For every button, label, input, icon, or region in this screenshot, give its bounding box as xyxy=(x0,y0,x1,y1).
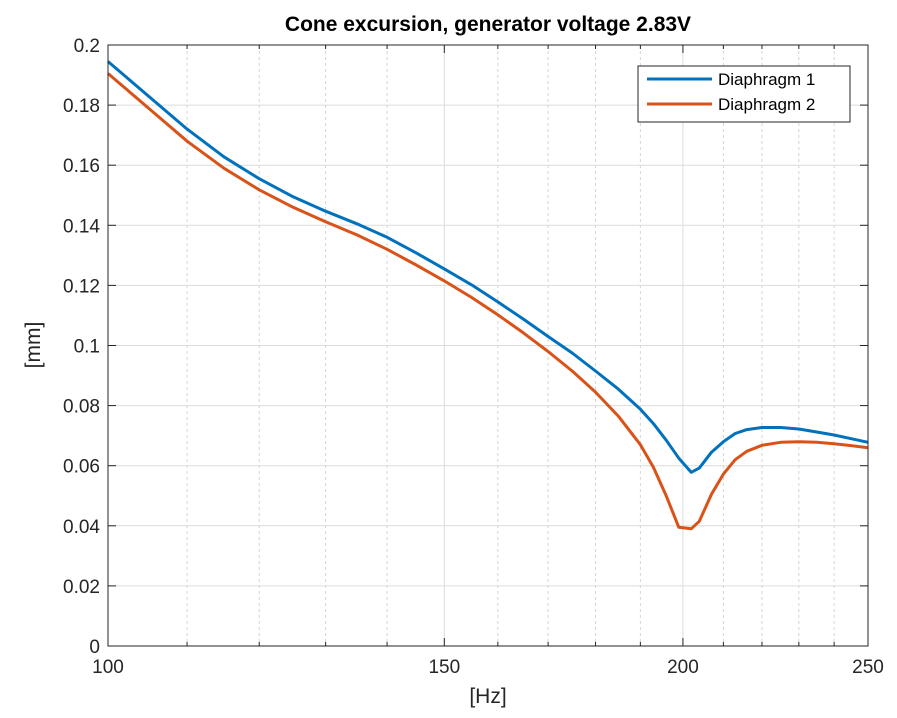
legend: Diaphragm 1 Diaphragm 2 xyxy=(637,65,851,123)
legend-label-diaphragm-2: Diaphragm 2 xyxy=(718,95,815,114)
y-tick-label: 0.14 xyxy=(63,216,100,237)
x-tick-label: 200 xyxy=(667,657,699,678)
chart-title: Cone excursion, generator voltage 2.83V xyxy=(285,13,691,36)
y-tick-label: 0.18 xyxy=(63,96,100,117)
y-tick-label: 0 xyxy=(89,637,100,658)
x-tick-label: 150 xyxy=(428,657,460,678)
series-line-diaphragm-2 xyxy=(107,72,869,531)
series-line-diaphragm-1 xyxy=(107,60,869,474)
y-axis-label: [mm] xyxy=(22,322,45,369)
y-tick-label: 0.04 xyxy=(63,517,100,538)
legend-label-diaphragm-1: Diaphragm 1 xyxy=(718,70,815,89)
x-tick-label: 250 xyxy=(852,657,884,678)
y-tick-label: 0.02 xyxy=(63,577,100,598)
x-axis-label: [Hz] xyxy=(469,685,506,708)
y-tick-label: 0.16 xyxy=(63,156,100,177)
series-layer xyxy=(107,60,869,531)
x-tick-label: 100 xyxy=(92,657,124,678)
legend-box xyxy=(637,65,851,123)
y-axis-ticks: 0 0.02 0.04 0.06 0.08 0.1 0.12 0.14 0.16 0.18 0.2 xyxy=(63,36,868,658)
y-tick-label: 0.1 xyxy=(74,337,100,358)
y-tick-label: 0.2 xyxy=(74,36,100,57)
x-axis-ticks: 100 150 200 250 xyxy=(92,45,884,678)
y-tick-label: 0.06 xyxy=(63,457,100,478)
y-tick-label: 0.12 xyxy=(63,276,100,297)
y-tick-label: 0.08 xyxy=(63,397,100,418)
